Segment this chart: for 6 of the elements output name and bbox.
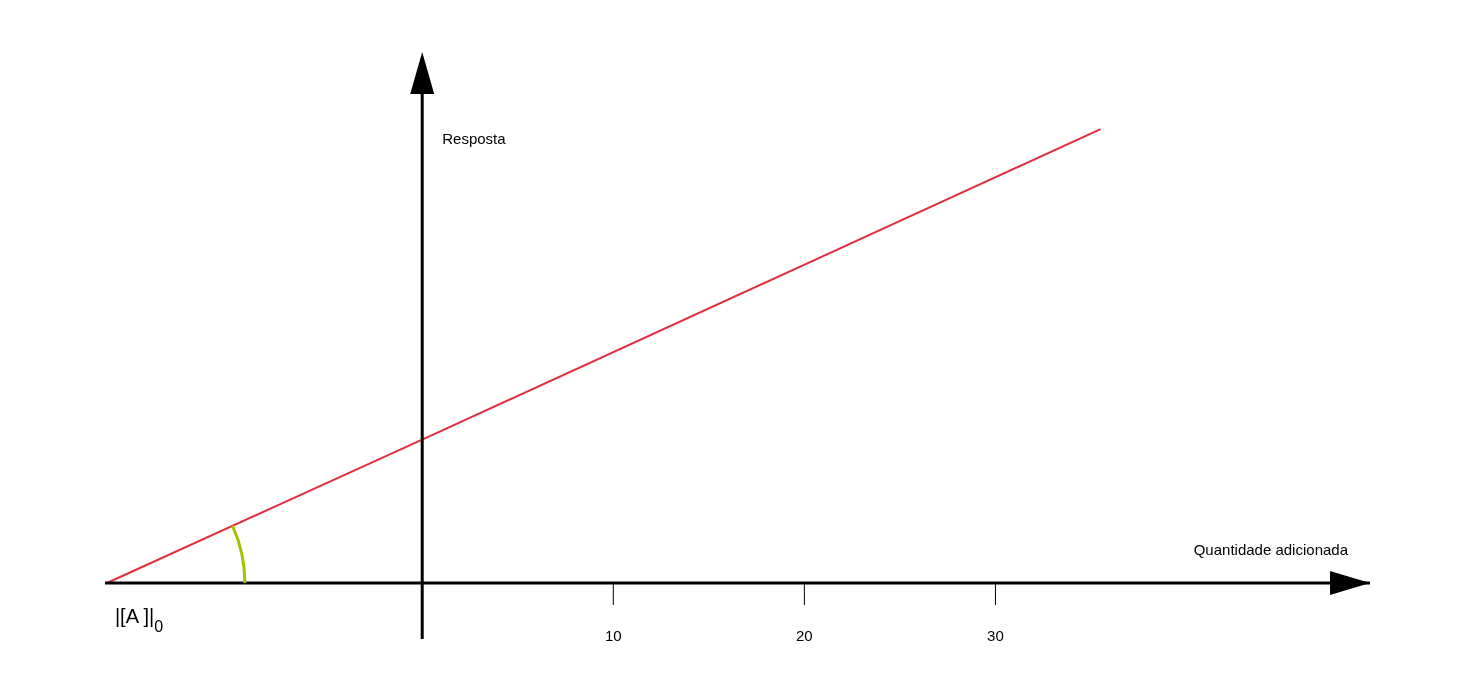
- annotation: |[A ]|$_{0}$: [114, 605, 164, 635]
- y-axis-title: Resposta: [442, 130, 507, 147]
- x-axis-title: Quantidade adicionada: [1193, 541, 1349, 558]
- x-tick-label: 10: [604, 627, 622, 644]
- x-tick-label: 30: [987, 627, 1004, 644]
- x-tick-label: 20: [796, 627, 813, 644]
